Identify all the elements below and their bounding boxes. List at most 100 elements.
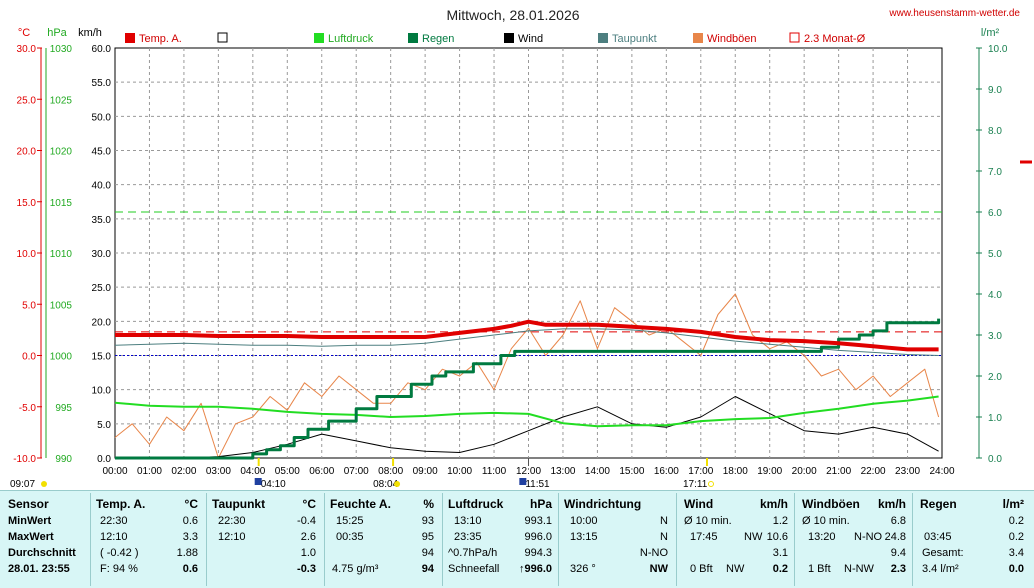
divider bbox=[912, 493, 913, 586]
x-tick-label: 04:00 bbox=[240, 466, 265, 477]
dew-max-value: 2.6 bbox=[300, 531, 316, 543]
temp-current-value: 0.6 bbox=[182, 563, 198, 575]
legend-label: Temp. A. bbox=[139, 33, 182, 45]
x-tick-label: 03:00 bbox=[206, 466, 231, 477]
divider bbox=[442, 493, 443, 586]
legend-swatch bbox=[504, 33, 514, 43]
wind-tick-label: 5.0 bbox=[97, 420, 111, 431]
series-taupunkt bbox=[114, 328, 939, 356]
x-tick-label: 20:00 bbox=[792, 466, 817, 477]
pressure-min-time: 13:10 bbox=[454, 515, 482, 527]
marker-icon bbox=[254, 478, 262, 485]
legend-label: Taupunkt bbox=[612, 33, 657, 45]
x-tick-label: 07:00 bbox=[344, 466, 369, 477]
pressure-unit: hPa bbox=[529, 497, 552, 511]
x-tick-label: 21:00 bbox=[826, 466, 851, 477]
wind-direction-block: Windrichtung 10:00 N 13:15 N N-NO 326 ° … bbox=[560, 491, 674, 588]
summary-table: Sensor MinWert MaxWert Durchschnitt 28.0… bbox=[0, 490, 1034, 588]
gust-current-value: 2.3 bbox=[890, 563, 906, 575]
gust-unit: km/h bbox=[877, 497, 906, 511]
x-tick-label: 01:00 bbox=[137, 466, 162, 477]
humidity-min-value: 93 bbox=[421, 515, 434, 527]
wind-tick-label: 35.0 bbox=[92, 215, 112, 226]
gust-max-direction: N-NO bbox=[854, 531, 883, 543]
x-tick-label: 13:00 bbox=[550, 466, 575, 477]
rain-tick-label: 7.0 bbox=[988, 167, 1002, 178]
sensor-header: Sensor bbox=[8, 497, 49, 511]
legend-label: Windböen bbox=[707, 33, 757, 45]
series-luftdruck bbox=[114, 395, 939, 428]
current-label: 28.01. 23:55 bbox=[8, 563, 70, 575]
wind-axis-unit: km/h bbox=[78, 27, 102, 39]
wind-tick-label: 10.0 bbox=[92, 386, 112, 397]
direction-max-time: 13:15 bbox=[570, 531, 598, 543]
absolute-humidity: 4.75 g/m³ bbox=[332, 563, 379, 575]
rain-tick-label: 2.0 bbox=[988, 372, 1002, 383]
direction-degrees: 326 ° bbox=[570, 563, 596, 575]
rain-header: Regen bbox=[920, 497, 957, 511]
temp-header: Temp. A. bbox=[96, 497, 146, 511]
dew-block: Taupunkt °C 22:30 -0.4 12:10 2.6 1.0 -0.… bbox=[208, 491, 322, 588]
wind-max-value: 10.6 bbox=[766, 531, 788, 543]
legend-swatch bbox=[789, 32, 800, 43]
dew-unit: °C bbox=[302, 497, 316, 511]
x-tick-label: 23:00 bbox=[895, 466, 920, 477]
divider bbox=[90, 493, 91, 586]
gust-10min-value: 6.8 bbox=[890, 515, 906, 527]
x-tick-label: 05:00 bbox=[275, 466, 300, 477]
wind-tick-label: 0.0 bbox=[97, 454, 111, 465]
wind-10min-label: Ø 10 min. bbox=[684, 515, 732, 527]
gust-current-direction: N-NW bbox=[844, 563, 874, 575]
temp-tick-label: -10.0 bbox=[13, 454, 36, 465]
marker-label: 08:04 bbox=[373, 479, 398, 490]
pressure-tick-label: 995 bbox=[55, 403, 72, 414]
legend-label: 2.3 Monat-Ø bbox=[804, 33, 866, 45]
legend-swatch bbox=[217, 32, 228, 43]
pressure-tick-label: 1020 bbox=[50, 147, 73, 158]
rain-tick-label: 8.0 bbox=[988, 126, 1002, 137]
x-tick-label: 18:00 bbox=[723, 466, 748, 477]
humidity-unit: % bbox=[423, 497, 434, 511]
dew-min-time: 22:30 bbox=[218, 515, 246, 527]
marker-label: 09:07 bbox=[10, 479, 35, 490]
divider bbox=[676, 493, 677, 586]
direction-current-value: NW bbox=[649, 563, 668, 575]
pressure-tick-label: 1030 bbox=[50, 44, 73, 55]
temp-tick-label: 20.0 bbox=[17, 147, 37, 158]
legend-swatch bbox=[314, 33, 324, 43]
wind-tick-label: 45.0 bbox=[92, 147, 112, 158]
min-label: MinWert bbox=[8, 515, 52, 527]
time-markers: 09:07 04:10 08:04 11:51 17:11 bbox=[10, 458, 714, 490]
legend-label: Regen bbox=[422, 33, 454, 45]
pressure-current-value: ↑996.0 bbox=[518, 563, 552, 575]
site-link[interactable]: www.heusenstamm-wetter.de bbox=[888, 8, 1020, 19]
wind-tick-label: 30.0 bbox=[92, 249, 112, 260]
pressure-block: Luftdruck hPa 13:10 993.1 23:35 996.0 ^0… bbox=[444, 491, 556, 588]
gust-max-value: 24.8 bbox=[884, 531, 906, 543]
wind-tick-label: 60.0 bbox=[92, 44, 112, 55]
humidity-avg-value: 94 bbox=[421, 547, 434, 559]
temp-avg-value: 1.88 bbox=[176, 547, 198, 559]
x-tick-label: 12:00 bbox=[516, 466, 541, 477]
temp-humidity-note: F: 94 % bbox=[100, 563, 138, 575]
rain-tick-label: 9.0 bbox=[988, 85, 1002, 96]
wind-tick-label: 20.0 bbox=[92, 317, 112, 328]
rain-max-value: 0.2 bbox=[1008, 531, 1024, 543]
weather-chart: Mittwoch, 28.01.2026 www.heusenstamm-wet… bbox=[10, 7, 1032, 490]
series-regen bbox=[115, 318, 941, 460]
wind-direction-header: Windrichtung bbox=[564, 497, 642, 511]
chart-series bbox=[114, 293, 941, 460]
chart-axes: 00:00 01:00 02:00 03:00 04:00 05:00 06:00 07:00… bbox=[13, 44, 1032, 477]
x-tick-label: 06:00 bbox=[309, 466, 334, 477]
series-temp-a- bbox=[115, 319, 939, 352]
rain-current-value: 0.0 bbox=[1008, 563, 1024, 575]
pressure-max-time: 23:35 bbox=[454, 531, 482, 543]
pressure-max-value: 996.0 bbox=[524, 531, 552, 543]
x-tick-label: 15:00 bbox=[619, 466, 644, 477]
rain-total-label: Gesamt: bbox=[922, 547, 964, 559]
wind-avg-value: 3.1 bbox=[772, 547, 788, 559]
direction-avg-value: N-NO bbox=[639, 547, 668, 559]
marker-label: 17:11 bbox=[683, 479, 708, 490]
temp-min-value: 0.6 bbox=[182, 515, 198, 527]
marker-label: 11:51 bbox=[525, 479, 550, 490]
